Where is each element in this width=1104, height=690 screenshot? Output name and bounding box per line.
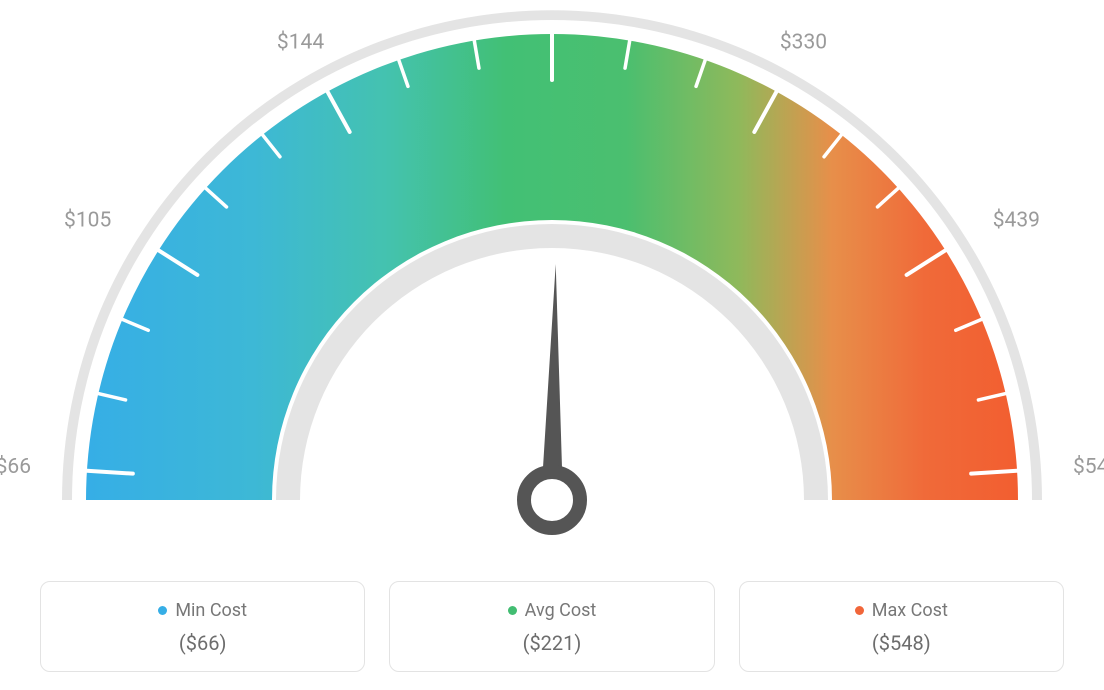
legend-card-min: Min Cost ($66) [40,581,365,672]
legend-value-min: ($66) [51,631,354,655]
legend-title-min: Min Cost [158,600,247,621]
cost-gauge-figure: $66$105$144$221$330$439$548 Min Cost ($6… [0,0,1104,690]
legend-value-max: ($548) [750,631,1053,655]
legend-label: Avg Cost [525,600,597,621]
legend-label: Min Cost [175,600,247,621]
svg-text:$105: $105 [64,208,111,232]
legend-card-avg: Avg Cost ($221) [389,581,714,672]
legend-value-avg: ($221) [400,631,703,655]
svg-text:$144: $144 [277,31,324,55]
legend-row: Min Cost ($66) Avg Cost ($221) Max Cost … [0,581,1104,672]
legend-dot-avg [508,606,517,615]
svg-text:$330: $330 [780,31,827,55]
legend-title-max: Max Cost [855,600,948,621]
gauge-chart: $66$105$144$221$330$439$548 [0,0,1104,550]
legend-dot-max [855,606,864,615]
legend-title-avg: Avg Cost [508,600,597,621]
legend-dot-min [158,606,167,615]
svg-text:$66: $66 [0,455,31,479]
svg-text:$548: $548 [1073,455,1104,479]
legend-label: Max Cost [872,600,948,621]
svg-text:$439: $439 [993,208,1040,232]
legend-card-max: Max Cost ($548) [739,581,1064,672]
